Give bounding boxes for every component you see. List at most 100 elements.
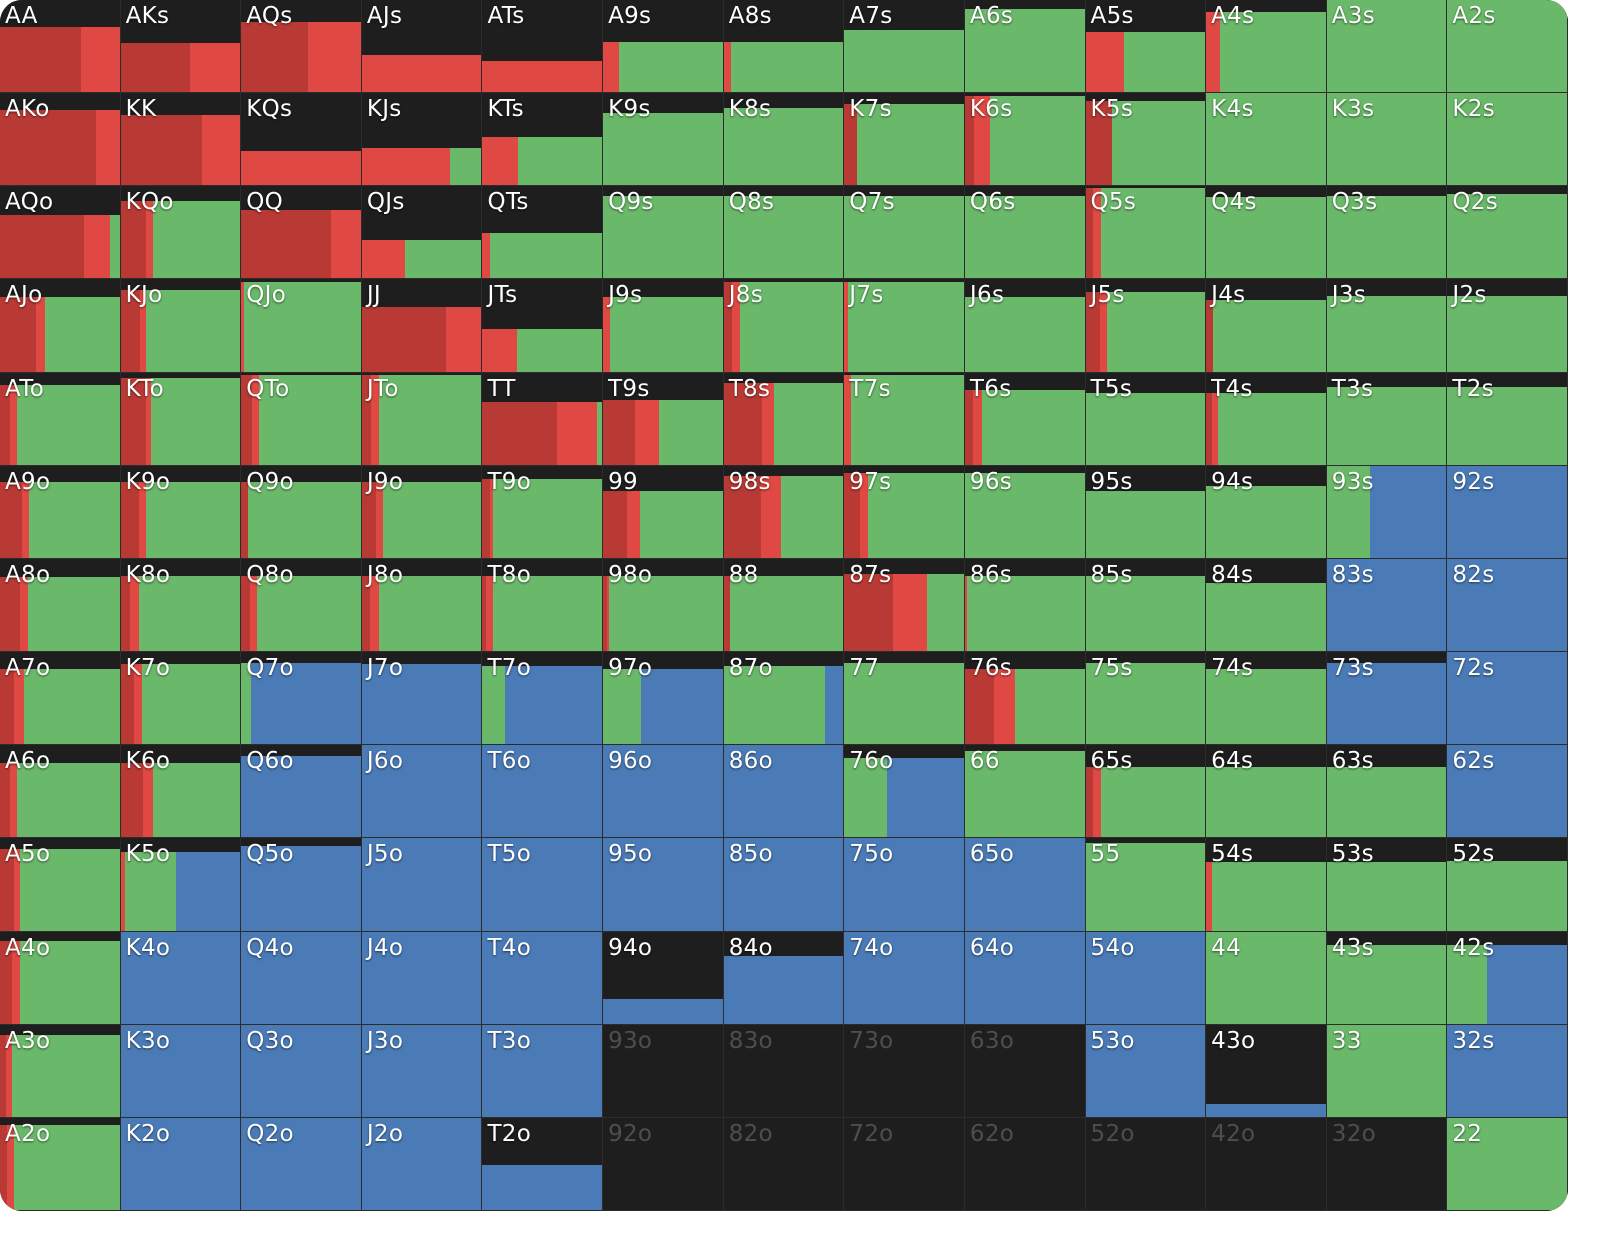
hand-cell-82s[interactable]: 82s: [1447, 558, 1568, 653]
hand-cell-A6o[interactable]: A6o: [0, 745, 121, 839]
hand-cell-Q2o[interactable]: Q2o: [241, 1117, 362, 1211]
hand-cell-73s[interactable]: 73s: [1326, 652, 1448, 746]
hand-cell-A6s[interactable]: A6s: [964, 0, 1086, 94]
hand-cell-KJs[interactable]: KJs: [361, 93, 483, 187]
hand-cell-K9o[interactable]: K9o: [120, 465, 242, 559]
hand-cell-Q7s[interactable]: Q7s: [844, 186, 965, 280]
hand-cell-43o[interactable]: 43o: [1206, 1024, 1327, 1118]
hand-cell-Q9s[interactable]: Q9s: [603, 186, 724, 280]
hand-cell-QJo[interactable]: QJo: [241, 279, 362, 373]
hand-cell-52s[interactable]: 52s: [1447, 838, 1568, 932]
hand-cell-73o[interactable]: 73o: [844, 1024, 965, 1118]
hand-cell-42s[interactable]: 42s: [1447, 931, 1568, 1025]
hand-cell-Q5s[interactable]: Q5s: [1085, 186, 1207, 280]
hand-cell-43s[interactable]: 43s: [1326, 931, 1448, 1025]
hand-cell-A3s[interactable]: A3s: [1326, 0, 1448, 94]
hand-cell-J7s[interactable]: J7s: [844, 279, 965, 373]
hand-cell-JTo[interactable]: JTo: [361, 372, 483, 466]
hand-cell-A9s[interactable]: A9s: [603, 0, 724, 94]
hand-cell-85o[interactable]: 85o: [723, 838, 845, 932]
hand-cell-A8o[interactable]: A8o: [0, 558, 121, 653]
hand-cell-T8o[interactable]: T8o: [482, 558, 604, 653]
hand-cell-K9s[interactable]: K9s: [603, 93, 724, 187]
hand-cell-66[interactable]: 66: [964, 745, 1086, 839]
hand-cell-87s[interactable]: 87s: [844, 558, 965, 653]
hand-cell-T9o[interactable]: T9o: [482, 465, 604, 559]
hand-cell-33[interactable]: 33: [1326, 1024, 1448, 1118]
hand-cell-A9o[interactable]: A9o: [0, 465, 121, 559]
hand-cell-K2s[interactable]: K2s: [1447, 93, 1568, 187]
hand-cell-75o[interactable]: 75o: [844, 838, 965, 932]
hand-cell-54o[interactable]: 54o: [1085, 931, 1207, 1025]
hand-cell-T6o[interactable]: T6o: [482, 745, 604, 839]
hand-cell-54s[interactable]: 54s: [1206, 838, 1327, 932]
hand-cell-T5o[interactable]: T5o: [482, 838, 604, 932]
hand-cell-76s[interactable]: 76s: [964, 652, 1086, 746]
hand-cell-J7o[interactable]: J7o: [361, 652, 483, 746]
hand-cell-87o[interactable]: 87o: [723, 652, 845, 746]
hand-cell-A5o[interactable]: A5o: [0, 838, 121, 932]
hand-cell-93s[interactable]: 93s: [1326, 465, 1448, 559]
hand-cell-63o[interactable]: 63o: [964, 1024, 1086, 1118]
hand-cell-84o[interactable]: 84o: [723, 931, 845, 1025]
hand-cell-K7s[interactable]: K7s: [844, 93, 965, 187]
hand-cell-J6o[interactable]: J6o: [361, 745, 483, 839]
hand-cell-T2s[interactable]: T2s: [1447, 372, 1568, 466]
hand-cell-J3s[interactable]: J3s: [1326, 279, 1448, 373]
hand-cell-ATs[interactable]: ATs: [482, 0, 604, 94]
hand-cell-A5s[interactable]: A5s: [1085, 0, 1207, 94]
hand-cell-A4o[interactable]: A4o: [0, 931, 121, 1025]
hand-cell-55[interactable]: 55: [1085, 838, 1207, 932]
hand-cell-K5o[interactable]: K5o: [120, 838, 242, 932]
hand-cell-A7s[interactable]: A7s: [844, 0, 965, 94]
hand-cell-K6o[interactable]: K6o: [120, 745, 242, 839]
hand-cell-QJs[interactable]: QJs: [361, 186, 483, 280]
hand-cell-AKs[interactable]: AKs: [120, 0, 242, 94]
hand-cell-K8s[interactable]: K8s: [723, 93, 845, 187]
hand-cell-QTs[interactable]: QTs: [482, 186, 604, 280]
hand-cell-Q2s[interactable]: Q2s: [1447, 186, 1568, 280]
hand-cell-92o[interactable]: 92o: [603, 1117, 724, 1211]
hand-cell-J6s[interactable]: J6s: [964, 279, 1086, 373]
hand-cell-KJo[interactable]: KJo: [120, 279, 242, 373]
hand-cell-KQs[interactable]: KQs: [241, 93, 362, 187]
hand-cell-83o[interactable]: 83o: [723, 1024, 845, 1118]
hand-cell-T7o[interactable]: T7o: [482, 652, 604, 746]
hand-cell-T9s[interactable]: T9s: [603, 372, 724, 466]
hand-cell-K3o[interactable]: K3o: [120, 1024, 242, 1118]
hand-cell-KTo[interactable]: KTo: [120, 372, 242, 466]
hand-cell-AJs[interactable]: AJs: [361, 0, 483, 94]
hand-cell-Q3o[interactable]: Q3o: [241, 1024, 362, 1118]
hand-cell-32o[interactable]: 32o: [1326, 1117, 1448, 1211]
hand-cell-A2s[interactable]: A2s: [1447, 0, 1568, 94]
hand-cell-Q8s[interactable]: Q8s: [723, 186, 845, 280]
hand-cell-72o[interactable]: 72o: [844, 1117, 965, 1211]
hand-cell-K5s[interactable]: K5s: [1085, 93, 1207, 187]
hand-cell-74s[interactable]: 74s: [1206, 652, 1327, 746]
hand-cell-AQs[interactable]: AQs: [241, 0, 362, 94]
hand-cell-22[interactable]: 22: [1447, 1117, 1568, 1211]
hand-cell-96o[interactable]: 96o: [603, 745, 724, 839]
hand-cell-J8s[interactable]: J8s: [723, 279, 845, 373]
hand-cell-J5o[interactable]: J5o: [361, 838, 483, 932]
hand-cell-KK[interactable]: KK: [120, 93, 242, 187]
hand-cell-T3o[interactable]: T3o: [482, 1024, 604, 1118]
hand-cell-64s[interactable]: 64s: [1206, 745, 1327, 839]
hand-cell-65o[interactable]: 65o: [964, 838, 1086, 932]
hand-cell-T4s[interactable]: T4s: [1206, 372, 1327, 466]
hand-cell-AJo[interactable]: AJo: [0, 279, 121, 373]
hand-cell-QQ[interactable]: QQ: [241, 186, 362, 280]
hand-cell-J5s[interactable]: J5s: [1085, 279, 1207, 373]
hand-cell-76o[interactable]: 76o: [844, 745, 965, 839]
hand-cell-AQo[interactable]: AQo: [0, 186, 121, 280]
hand-cell-T3s[interactable]: T3s: [1326, 372, 1448, 466]
hand-cell-84s[interactable]: 84s: [1206, 558, 1327, 653]
hand-cell-Q7o[interactable]: Q7o: [241, 652, 362, 746]
hand-cell-ATo[interactable]: ATo: [0, 372, 121, 466]
hand-cell-AA[interactable]: AA: [0, 0, 121, 94]
hand-cell-A7o[interactable]: A7o: [0, 652, 121, 746]
hand-cell-75s[interactable]: 75s: [1085, 652, 1207, 746]
hand-cell-86o[interactable]: 86o: [723, 745, 845, 839]
hand-cell-62s[interactable]: 62s: [1447, 745, 1568, 839]
hand-cell-J2s[interactable]: J2s: [1447, 279, 1568, 373]
